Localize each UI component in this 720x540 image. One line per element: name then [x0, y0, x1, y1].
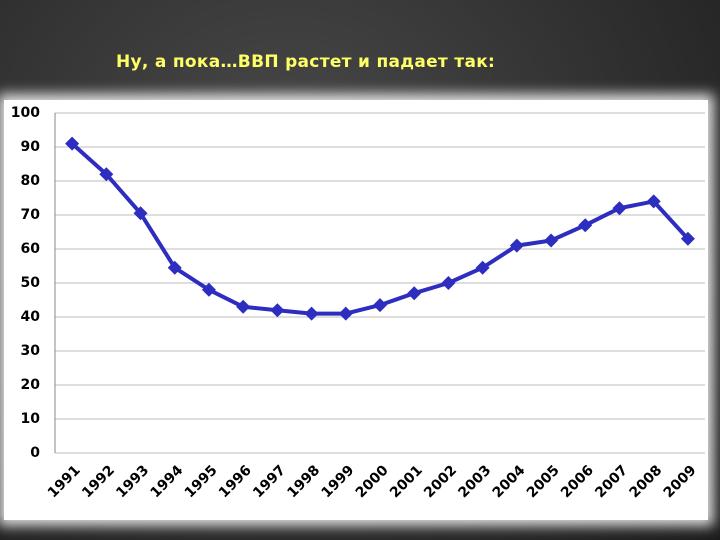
x-tick-label: 2007	[592, 462, 631, 501]
y-tick-label: 50	[21, 275, 41, 291]
data-marker	[133, 206, 148, 221]
x-tick-label: 1992	[79, 462, 118, 501]
x-tick-label: 1991	[45, 462, 84, 501]
data-marker	[441, 276, 456, 290]
data-marker	[612, 201, 627, 216]
data-marker	[338, 306, 353, 321]
data-marker	[544, 233, 559, 248]
y-tick-label: 10	[21, 411, 41, 427]
data-marker	[236, 299, 251, 314]
y-tick-label: 60	[21, 241, 41, 257]
data-line	[70, 142, 690, 316]
x-tick-label: 2005	[524, 462, 563, 501]
y-tick-label: 100	[11, 105, 40, 121]
x-tick-label: 2006	[558, 462, 597, 501]
x-tick-label: 1997	[250, 462, 289, 501]
data-marker	[373, 298, 387, 313]
x-tick-label: 2003	[455, 462, 494, 501]
data-marker	[201, 282, 216, 297]
data-marker	[167, 260, 182, 275]
data-marker	[475, 260, 490, 275]
x-tick-label: 1993	[113, 462, 152, 501]
slide-title: Ну, а пока…ВВП растет и падает так:	[116, 52, 496, 72]
x-tick-label: 2001	[387, 462, 426, 501]
x-tick-label: 2008	[626, 462, 665, 501]
y-tick-label: 20	[21, 377, 41, 393]
y-tick-label: 0	[30, 445, 40, 461]
x-tick-label: 1994	[148, 462, 187, 501]
x-tick-label: 2009	[661, 462, 700, 501]
x-tick-label: 1998	[284, 462, 323, 501]
data-marker	[680, 231, 695, 246]
data-marker	[99, 167, 114, 182]
data-marker	[270, 303, 285, 318]
y-tick-label: 90	[21, 139, 41, 155]
y-tick-label: 30	[21, 343, 41, 359]
x-tick-label: 2000	[353, 462, 392, 501]
y-tick-label: 80	[21, 173, 41, 189]
y-tick-label: 40	[21, 309, 41, 325]
data-marker	[407, 286, 422, 301]
x-tick-label: 1996	[216, 462, 255, 501]
x-tick-label: 2002	[421, 462, 460, 501]
data-marker	[646, 194, 661, 209]
y-tick-label: 70	[21, 207, 41, 223]
data-marker	[65, 136, 80, 151]
x-tick-label: 1995	[182, 462, 221, 501]
data-marker	[578, 218, 593, 233]
x-tick-label: 2004	[490, 462, 529, 501]
data-marker	[509, 238, 524, 253]
data-marker	[304, 306, 319, 321]
x-tick-label: 1999	[319, 462, 358, 501]
